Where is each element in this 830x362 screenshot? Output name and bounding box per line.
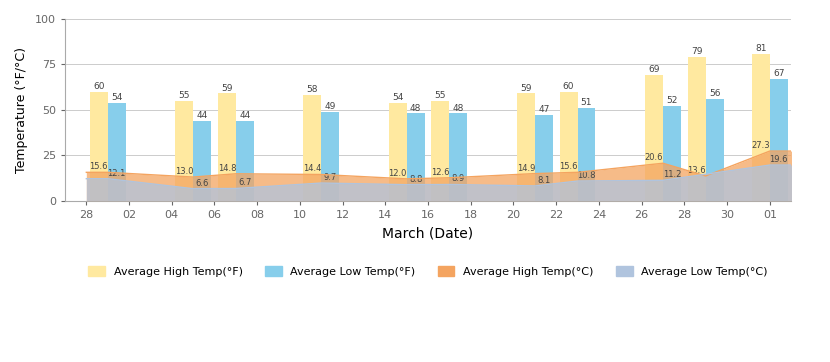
Text: 8.9: 8.9 (452, 174, 465, 184)
Text: 81: 81 (755, 43, 767, 52)
Bar (218, 93, 236, 201)
Text: 58: 58 (306, 85, 318, 94)
Text: 56: 56 (709, 89, 720, 98)
Text: 13.6: 13.6 (687, 166, 706, 175)
Y-axis label: Temperature (°F/°C): Temperature (°F/°C) (15, 47, 28, 173)
Bar (108, 102, 125, 201)
Text: 19.6: 19.6 (769, 155, 788, 164)
Bar (175, 101, 193, 201)
Text: 54: 54 (392, 93, 403, 102)
Bar (321, 111, 339, 201)
Bar (303, 95, 321, 201)
Text: 52: 52 (666, 96, 677, 105)
Text: 69: 69 (648, 66, 660, 75)
Bar (535, 115, 553, 201)
Text: 49: 49 (325, 102, 336, 111)
Bar (388, 102, 407, 201)
Text: 14.9: 14.9 (517, 164, 535, 173)
Bar (663, 106, 681, 201)
Text: 6.6: 6.6 (195, 178, 209, 188)
Text: 55: 55 (178, 91, 190, 100)
Text: 51: 51 (581, 98, 593, 107)
Bar (193, 121, 211, 201)
Text: 11.2: 11.2 (663, 170, 681, 179)
Text: 79: 79 (691, 47, 702, 56)
Text: 59: 59 (221, 84, 232, 93)
Bar (407, 113, 425, 201)
Text: 12.6: 12.6 (432, 168, 450, 177)
Text: 44: 44 (197, 111, 208, 120)
Text: 6.7: 6.7 (238, 178, 251, 188)
Text: 8.1: 8.1 (537, 176, 550, 185)
Text: 60: 60 (93, 82, 105, 91)
Bar (432, 101, 449, 201)
X-axis label: March (Date): March (Date) (383, 227, 474, 241)
Bar (236, 121, 254, 201)
Bar (559, 92, 578, 201)
Bar (688, 57, 706, 201)
Text: 48: 48 (452, 104, 464, 113)
Text: 47: 47 (538, 105, 549, 114)
Text: 14.8: 14.8 (217, 164, 236, 173)
Text: 59: 59 (520, 84, 532, 93)
Text: 27.3: 27.3 (751, 141, 770, 150)
Text: 54: 54 (111, 93, 122, 102)
Bar (752, 54, 769, 201)
Text: 60: 60 (563, 82, 574, 91)
Text: 67: 67 (773, 69, 784, 78)
Text: 14.4: 14.4 (303, 164, 321, 173)
Text: 20.6: 20.6 (645, 153, 663, 162)
Text: 15.6: 15.6 (90, 162, 108, 171)
Text: 8.8: 8.8 (409, 174, 422, 184)
Bar (645, 75, 663, 201)
Text: 15.6: 15.6 (559, 162, 578, 171)
Text: 48: 48 (410, 104, 422, 113)
Bar (449, 113, 467, 201)
Bar (517, 93, 535, 201)
Text: 55: 55 (435, 91, 447, 100)
Text: 12.1: 12.1 (107, 169, 126, 178)
Text: 9.7: 9.7 (324, 173, 337, 182)
Text: 44: 44 (239, 111, 251, 120)
Legend: Average High Temp(°F), Average Low Temp(°F), Average High Temp(°C), Average Low : Average High Temp(°F), Average Low Temp(… (82, 260, 774, 282)
Bar (769, 79, 788, 201)
Text: 13.0: 13.0 (175, 167, 193, 176)
Bar (706, 99, 724, 201)
Bar (90, 92, 108, 201)
Bar (578, 108, 595, 201)
Text: 10.8: 10.8 (578, 171, 596, 180)
Text: 12.0: 12.0 (388, 169, 407, 178)
